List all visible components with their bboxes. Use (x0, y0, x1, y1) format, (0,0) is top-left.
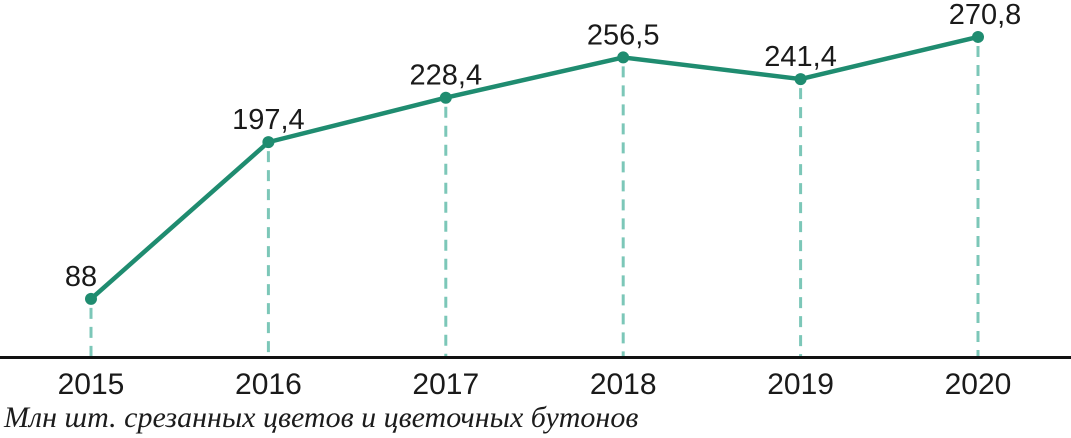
x-tick-label-2015: 2015 (58, 368, 125, 401)
data-point-2018 (617, 51, 630, 64)
value-label-2018: 256,5 (587, 19, 660, 51)
chart-caption: Млн шт. срезанных цветов и цветочных бут… (4, 401, 639, 434)
value-label-2019: 241,4 (764, 41, 837, 73)
value-label-2016: 197,4 (232, 104, 305, 136)
x-tick-label-2018: 2018 (590, 368, 657, 401)
data-line (88, 34, 981, 302)
value-label-2017: 228,4 (410, 60, 483, 92)
data-point-2016 (262, 136, 275, 149)
data-point-2017 (439, 91, 452, 104)
x-tick-label-2017: 2017 (412, 368, 479, 401)
value-label-2020: 270,8 (949, 0, 1022, 31)
x-tick-label-2020: 2020 (945, 368, 1012, 401)
value-label-2015: 88 (65, 261, 97, 293)
x-tick-label-2016: 2016 (235, 368, 302, 401)
data-point-2020 (972, 30, 984, 43)
data-point-2019 (794, 73, 807, 86)
data-point-2015 (85, 292, 97, 305)
x-tick-label-2019: 2019 (767, 368, 834, 401)
